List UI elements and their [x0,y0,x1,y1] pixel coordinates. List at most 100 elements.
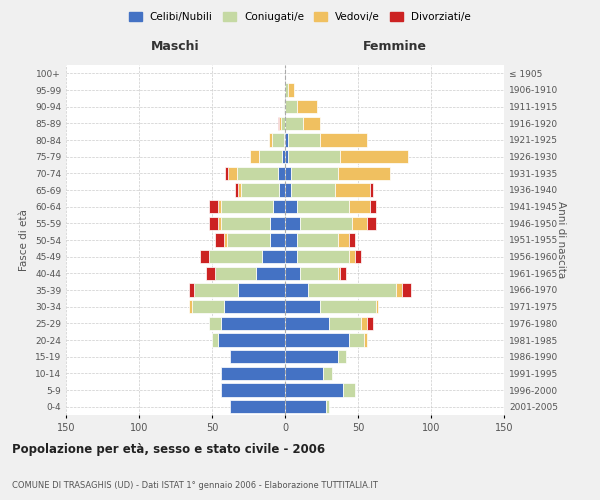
Bar [224,300,285,314]
Bar [194,284,238,296]
Bar [288,150,340,164]
Text: COMUNE DI TRASAGHIS (UD) - Dati ISTAT 1° gennaio 2006 - Elaborazione TUTTITALIA.: COMUNE DI TRASAGHIS (UD) - Dati ISTAT 1°… [12,480,378,490]
Bar [227,234,271,246]
Bar [338,166,390,180]
Bar [285,284,308,296]
Bar [272,134,284,146]
Bar [285,100,296,114]
Bar [296,100,317,114]
Bar [291,166,338,180]
Bar [230,350,285,364]
Bar [326,400,329,413]
Bar [302,116,320,130]
Bar [221,366,285,380]
Bar [241,184,279,196]
Bar [278,116,279,130]
Bar [285,134,288,146]
Bar [250,150,259,164]
Y-axis label: Fasce di età: Fasce di età [19,209,29,271]
Bar [291,184,335,196]
Bar [296,250,349,264]
Bar [320,300,376,314]
Bar [238,184,241,196]
Bar [209,216,218,230]
Bar [209,316,221,330]
Bar [274,200,285,213]
Bar [285,300,320,314]
Bar [284,134,285,146]
Bar [338,350,346,364]
Text: Popolazione per età, sesso e stato civile - 2006: Popolazione per età, sesso e stato civil… [12,442,325,456]
Bar [271,216,285,230]
Bar [396,284,402,296]
Bar [349,334,364,346]
Bar [259,150,282,164]
Bar [269,134,272,146]
Bar [256,266,285,280]
Bar [271,234,285,246]
Bar [285,216,299,230]
Bar [288,84,294,96]
Bar [282,150,285,164]
Bar [218,334,285,346]
Bar [215,234,224,246]
Bar [285,366,323,380]
Bar [349,200,370,213]
Bar [228,166,237,180]
Bar [221,200,274,213]
Bar [191,300,224,314]
Bar [338,234,349,246]
Bar [262,250,285,264]
Bar [279,184,285,196]
Bar [402,284,410,296]
Bar [206,266,215,280]
Bar [340,150,407,164]
Bar [285,250,296,264]
Bar [224,234,227,246]
Bar [299,216,352,230]
Bar [285,200,296,213]
Bar [200,250,209,264]
Bar [212,334,218,346]
Bar [285,334,349,346]
Bar [349,234,355,246]
Bar [221,216,271,230]
Bar [370,200,376,213]
Bar [355,250,361,264]
Bar [370,184,373,196]
Bar [221,384,285,396]
Bar [285,384,343,396]
Bar [285,116,302,130]
Text: Maschi: Maschi [151,40,200,54]
Bar [285,316,329,330]
Bar [376,300,379,314]
Bar [188,300,191,314]
Bar [285,266,299,280]
Bar [284,100,285,114]
Bar [343,384,355,396]
Bar [218,200,221,213]
Bar [335,184,370,196]
Bar [230,400,285,413]
Bar [285,400,326,413]
Bar [237,166,278,180]
Bar [349,250,355,264]
Bar [338,266,340,280]
Bar [367,216,376,230]
Y-axis label: Anni di nascita: Anni di nascita [556,202,566,278]
Bar [281,116,285,130]
Bar [299,266,338,280]
Bar [285,350,338,364]
Bar [296,234,338,246]
Bar [308,284,396,296]
Bar [296,200,349,213]
Legend: Celibi/Nubili, Coniugati/e, Vedovi/e, Divorziati/e: Celibi/Nubili, Coniugati/e, Vedovi/e, Di… [125,8,475,26]
Bar [329,316,361,330]
Bar [209,250,262,264]
Bar [225,166,228,180]
Bar [285,234,296,246]
Bar [285,166,291,180]
Bar [209,200,218,213]
Text: Femmine: Femmine [362,40,427,54]
Bar [323,366,332,380]
